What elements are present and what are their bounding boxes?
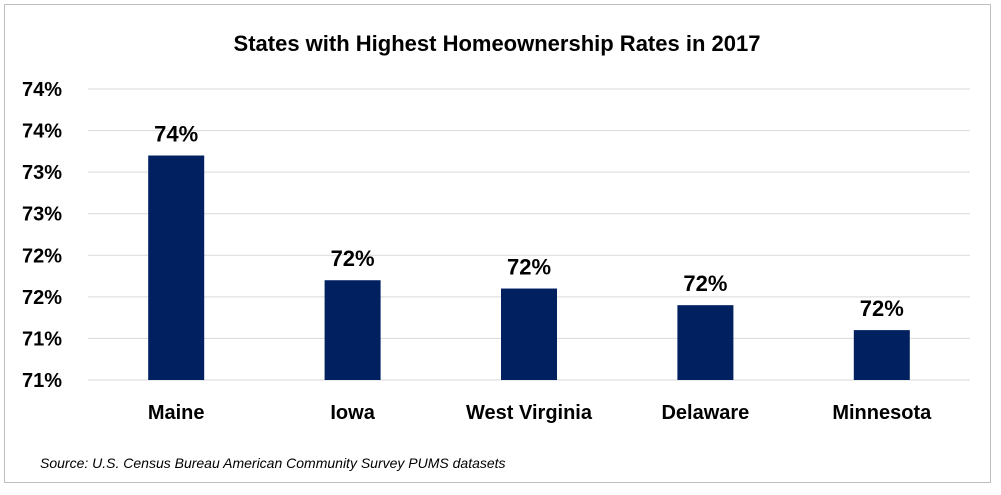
x-axis-categories: Maine Iowa West Virginia Delaware Minnesota	[148, 402, 932, 424]
data-labels: 74% 72% 72% 72% 72%	[154, 122, 904, 322]
y-axis-ticks: 71% 71% 72% 72% 73% 73% 74% 74%	[22, 79, 62, 392]
y-tick-label: 72%	[22, 245, 62, 267]
x-category-label: Iowa	[330, 402, 375, 424]
x-category-label: Minnesota	[832, 402, 932, 424]
x-category-label: Delaware	[661, 402, 749, 424]
bar-minnesota	[853, 330, 910, 380]
y-tick-label: 73%	[22, 204, 62, 226]
data-label: 72%	[507, 255, 551, 280]
data-label: 72%	[331, 246, 375, 271]
bar-west-virginia	[501, 288, 557, 380]
source-note: Source: U.S. Census Bureau American Comm…	[40, 455, 506, 471]
data-label: 72%	[860, 296, 904, 321]
y-tick-label: 71%	[22, 370, 62, 392]
data-label: 72%	[683, 271, 727, 296]
bar-iowa	[324, 280, 381, 380]
y-tick-label: 73%	[22, 162, 62, 184]
y-tick-label: 72%	[22, 287, 62, 309]
x-category-label: Maine	[148, 402, 205, 424]
bar-delaware	[677, 305, 734, 380]
data-label: 74%	[154, 122, 198, 147]
x-category-label: West Virginia	[466, 402, 593, 424]
bar-maine	[148, 155, 205, 380]
gridlines	[88, 88, 970, 381]
chart-title: States with Highest Homeownership Rates …	[234, 31, 761, 56]
y-tick-label: 74%	[22, 79, 62, 101]
y-tick-label: 71%	[22, 328, 62, 350]
y-tick-label: 74%	[22, 121, 62, 143]
bars	[148, 155, 910, 380]
